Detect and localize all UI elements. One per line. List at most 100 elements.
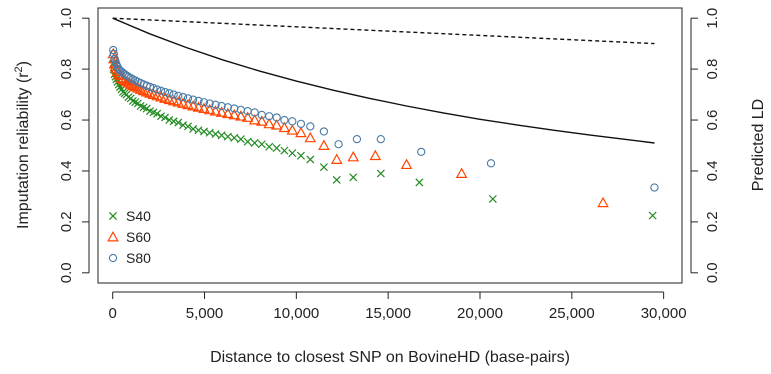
point-S80 <box>149 84 158 93</box>
point-S40 <box>230 133 239 142</box>
point-S40 <box>280 146 289 155</box>
point-S80 <box>250 108 259 117</box>
y-axis-right: 0.0 0.2 0.4 0.6 0.8 1.0 <box>690 8 721 283</box>
point-S60 <box>255 115 268 126</box>
point-S60 <box>263 117 275 129</box>
point-S60 <box>248 114 261 125</box>
point-S60 <box>209 105 222 116</box>
point-S60 <box>177 97 189 108</box>
point-S60 <box>400 158 413 170</box>
y-tick-label: 0.4 <box>58 161 75 182</box>
point-S80 <box>109 45 118 55</box>
point-S80 <box>280 115 289 125</box>
point-S60 <box>132 82 144 93</box>
point-S60 <box>330 153 343 164</box>
y-tick-label: 0.8 <box>58 59 75 80</box>
point-S80 <box>334 140 343 149</box>
point-S80 <box>296 119 306 129</box>
y2-tick-label: 0.6 <box>704 110 721 131</box>
point-S80 <box>306 122 315 131</box>
point-S80 <box>145 82 155 92</box>
point-S80 <box>183 94 193 103</box>
point-S80 <box>486 159 496 168</box>
series-S40 <box>109 59 657 220</box>
y2-tick-label: 0.8 <box>704 59 721 80</box>
point-S40 <box>211 130 220 139</box>
point-S80 <box>194 96 203 106</box>
point-S60 <box>318 139 330 150</box>
point-S80 <box>109 49 118 58</box>
point-S60 <box>347 150 360 162</box>
point-S80 <box>205 99 214 108</box>
point-S80 <box>319 127 329 136</box>
point-S80 <box>122 71 131 80</box>
point-S40 <box>236 135 245 144</box>
point-S40 <box>349 173 358 182</box>
y-tick-label: 1.0 <box>58 8 75 29</box>
point-S40 <box>131 98 140 107</box>
x-tick-label: 15,000 <box>365 305 411 322</box>
point-S40 <box>250 138 259 147</box>
solid-reference-line <box>112 17 655 144</box>
point-S60 <box>192 101 205 112</box>
point-S80 <box>211 100 220 109</box>
x-axis-title: Distance to closest SNP on BovineHD (bas… <box>210 349 570 366</box>
legend-marker-S80 <box>108 253 118 263</box>
point-S60 <box>134 83 147 94</box>
point-S40 <box>265 142 274 151</box>
x-tick-label: 0 <box>109 305 117 322</box>
point-S60 <box>127 79 139 91</box>
point-S40 <box>257 140 266 149</box>
legend: S40 S60 S80 <box>107 208 151 266</box>
point-S60 <box>198 102 210 114</box>
data-points <box>107 45 659 220</box>
plot-frame <box>97 7 683 284</box>
point-S60 <box>597 196 609 208</box>
point-S60 <box>295 126 307 138</box>
point-S80 <box>288 117 297 126</box>
point-S60 <box>228 108 241 120</box>
reference-lines <box>112 17 655 144</box>
legend-marker-S40 <box>108 211 118 221</box>
point-S40 <box>306 155 315 164</box>
point-S80 <box>352 134 362 144</box>
point-S40 <box>376 169 385 178</box>
point-S60 <box>270 119 283 130</box>
point-S40 <box>415 178 424 187</box>
point-S40 <box>296 151 305 160</box>
y-tick-label: 0.0 <box>58 262 75 283</box>
point-S40 <box>169 117 178 126</box>
x-tick-label: 30,000 <box>641 305 687 322</box>
y-axis-title-close: ) <box>15 61 32 66</box>
legend-marker-S60 <box>107 230 119 242</box>
y-axis-title-superscript: 2 <box>13 66 25 72</box>
point-S40 <box>272 144 281 153</box>
legend-label-S40: S40 <box>126 208 151 224</box>
x-tick-label: 25,000 <box>549 305 595 322</box>
series-S80 <box>109 45 659 192</box>
point-S80 <box>272 113 281 122</box>
point-S80 <box>188 95 198 104</box>
point-S80 <box>217 101 226 111</box>
point-S40 <box>183 122 193 131</box>
x-axis: 0 5,000 10,000 15,000 20,000 25,000 30,000 <box>109 291 687 322</box>
legend-label-S60: S60 <box>126 229 151 245</box>
point-S80 <box>417 147 426 157</box>
point-S40 <box>174 118 183 127</box>
y-tick-label: 0.2 <box>58 211 75 232</box>
point-S60 <box>203 103 216 115</box>
point-S80 <box>126 73 135 83</box>
x-tick-label: 20,000 <box>457 305 503 322</box>
point-S80 <box>178 92 188 102</box>
y2-tick-label: 0.0 <box>704 262 721 283</box>
point-S40 <box>128 96 137 105</box>
point-S60 <box>235 110 247 121</box>
point-S60 <box>286 124 299 135</box>
point-S80 <box>156 86 166 95</box>
point-S60 <box>455 167 468 178</box>
point-S80 <box>165 89 174 98</box>
legend-label-S80: S80 <box>126 250 151 266</box>
point-S40 <box>319 163 328 172</box>
point-S40 <box>153 109 162 118</box>
